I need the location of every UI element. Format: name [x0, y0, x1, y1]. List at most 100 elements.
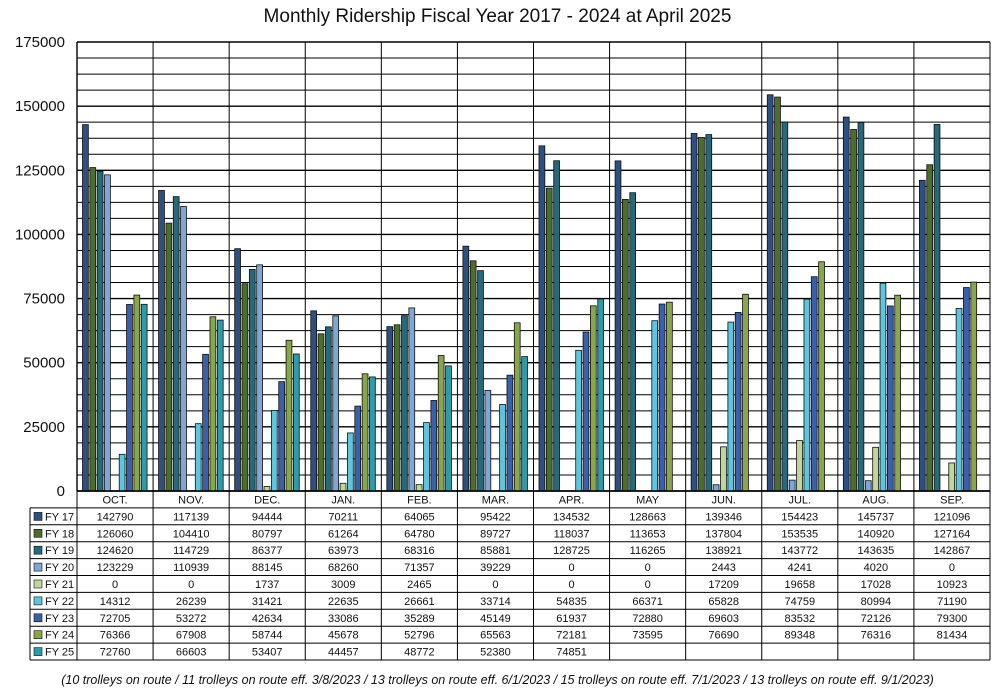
series-label: FY 24	[45, 630, 74, 642]
bar	[133, 294, 141, 492]
bar	[705, 134, 713, 492]
table-cell: 142790	[97, 511, 134, 523]
bar	[408, 307, 416, 492]
table-cell: 48772	[404, 647, 435, 659]
bar	[872, 446, 879, 492]
bar	[553, 160, 560, 492]
table-cell: 134532	[553, 511, 590, 523]
table-cell: 0	[492, 579, 498, 591]
bar	[850, 129, 857, 492]
table-cell: 128663	[629, 511, 666, 523]
table-cell: 53272	[176, 613, 207, 625]
table-cell: 79300	[937, 613, 968, 625]
y-tick-label: 100000	[15, 226, 65, 243]
bar	[879, 282, 887, 492]
legend-swatch	[33, 647, 43, 656]
table-cell: 52380	[480, 647, 511, 659]
table-cell: 0	[645, 579, 651, 591]
table-cell: 121096	[934, 511, 971, 523]
category-label: MAR.	[482, 495, 510, 507]
bar	[270, 409, 278, 492]
bar	[82, 124, 89, 492]
table-cell: 95422	[480, 511, 511, 523]
table-cell: 63973	[328, 545, 359, 557]
category-label: NOV.	[178, 495, 204, 507]
table-cell: 124620	[97, 545, 134, 557]
table-cell: 19658	[784, 579, 815, 591]
bar	[651, 320, 659, 492]
table-cell: 14312	[100, 596, 131, 608]
axes: 0 25000 50000 75000 100000 125000 150000 175000	[15, 34, 78, 500]
bar	[293, 353, 300, 492]
category-label: SEP.	[940, 495, 964, 507]
bar	[241, 283, 249, 492]
table-cell: 42634	[252, 613, 283, 625]
table-cell: 0	[949, 562, 955, 574]
bar	[690, 133, 698, 492]
table-cell: 61937	[556, 613, 587, 625]
table-cell: 68260	[328, 562, 359, 574]
category-label: OCT.	[103, 495, 128, 507]
table-cell: 65828	[708, 596, 739, 608]
table-cell: 142867	[934, 545, 971, 557]
bar	[89, 167, 97, 492]
table-cell: 10923	[937, 579, 968, 591]
table-cell: 3009	[331, 579, 355, 591]
table-cell: 76316	[861, 630, 892, 642]
category-label: JUN.	[711, 495, 735, 507]
legend-swatch	[33, 562, 43, 572]
table-cell: 31421	[252, 596, 283, 608]
category-label: APR.	[559, 495, 585, 507]
y-tick-label: 125000	[15, 162, 65, 179]
bar	[766, 94, 774, 492]
bar	[202, 353, 209, 492]
bar	[126, 304, 133, 492]
bar	[140, 303, 148, 492]
bar	[803, 298, 811, 492]
table-cell: 89727	[480, 528, 511, 540]
category-label: DEC.	[254, 495, 280, 507]
table-cell: 33714	[480, 596, 511, 608]
bar	[774, 96, 781, 492]
y-tick-label: 175000	[15, 34, 65, 51]
bar	[970, 281, 978, 492]
table-cell: 45678	[328, 630, 359, 642]
category-label: JAN.	[331, 495, 355, 507]
table-cell: 64065	[404, 511, 435, 523]
table-cell: 154423	[781, 511, 818, 523]
bar	[332, 315, 340, 492]
table-cell: 4241	[788, 562, 812, 574]
bar	[894, 294, 901, 492]
table-cell: 89348	[784, 630, 815, 642]
bar	[712, 484, 720, 492]
table-cell: 58744	[252, 630, 283, 642]
table-cell: 52796	[404, 630, 435, 642]
bar	[369, 376, 376, 492]
bar	[742, 293, 749, 492]
table-cell: 127164	[934, 528, 971, 540]
bar	[401, 315, 408, 492]
table-cell: 72181	[556, 630, 587, 642]
table-cell: 76366	[100, 630, 131, 642]
category-label: MAY	[636, 495, 660, 507]
legend-swatch	[33, 545, 43, 555]
bar	[597, 298, 604, 492]
table-cell: 104410	[173, 528, 210, 540]
table-cell: 45149	[480, 613, 511, 625]
bar	[278, 381, 285, 492]
table-cell: 71357	[404, 562, 435, 574]
legend-swatch	[33, 630, 43, 640]
table-cell: 68316	[404, 545, 435, 557]
bar	[96, 170, 104, 492]
bar	[788, 479, 796, 492]
table-cell: 80797	[252, 528, 283, 540]
category-label: JUL.	[788, 495, 811, 507]
table-cell: 139346	[705, 511, 742, 523]
table-cell: 145737	[858, 511, 895, 523]
table-cell: 0	[645, 562, 651, 574]
bar	[521, 356, 528, 492]
table-cell: 123229	[97, 562, 134, 574]
bar	[234, 248, 241, 492]
table-cell: 113653	[630, 528, 666, 540]
table-cell: 44457	[328, 647, 359, 659]
